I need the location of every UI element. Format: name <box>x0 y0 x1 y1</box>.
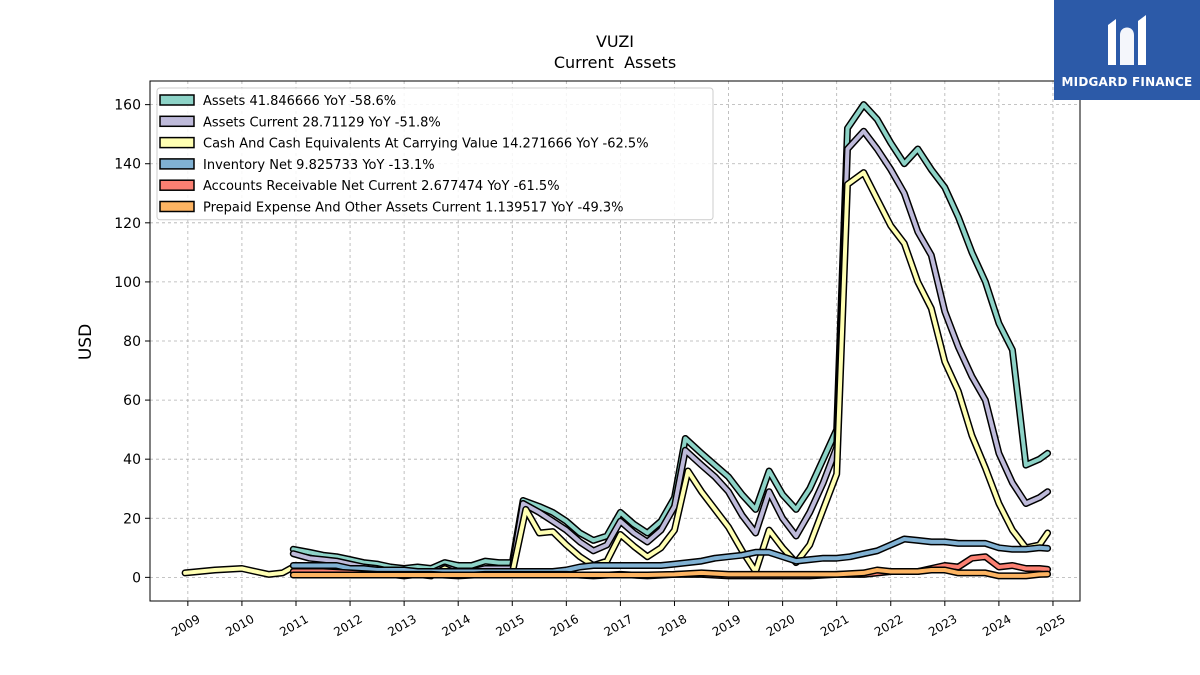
y-tick-label: 40 <box>123 452 141 468</box>
x-tick-label: 2021 <box>818 612 851 639</box>
x-tick-label: 2015 <box>494 612 527 639</box>
x-tick-label: 2022 <box>872 612 905 639</box>
x-tick-label: 2017 <box>602 612 635 639</box>
x-tick-label: 2024 <box>980 612 1013 639</box>
legend-entry: Assets 41.846666 YoY -58.6% <box>203 94 396 109</box>
legend-swatch <box>159 179 195 191</box>
legend-swatch <box>159 136 195 149</box>
legend-entry: Accounts Receivable Net Current 2.677474… <box>203 179 560 194</box>
y-tick-label: 120 <box>114 216 141 232</box>
y-axis-label: USD <box>76 324 96 360</box>
x-tick-label: 2014 <box>439 612 472 639</box>
y-tick-label: 160 <box>114 98 141 114</box>
x-tick-label: 2023 <box>926 612 959 639</box>
x-tick-label: 2019 <box>710 612 743 639</box>
legend-swatch <box>159 115 195 128</box>
legend-box <box>156 87 714 221</box>
y-tick-label: 60 <box>123 393 141 409</box>
x-tick-label: 2025 <box>1034 612 1067 639</box>
y-tick-label: 0 <box>132 570 141 586</box>
logo-text: MIDGARD FINANCE <box>1061 75 1193 89</box>
y-tick-label: 80 <box>123 334 141 350</box>
x-tick-label: 2013 <box>385 612 418 639</box>
y-tick-label: 100 <box>114 275 141 291</box>
series-line-6 <box>289 566 1052 580</box>
legend: Assets 41.846666 YoY -58.6% Assets Curren… <box>156 87 714 221</box>
x-tick-label: 2009 <box>169 612 202 639</box>
x-tick-label: 2018 <box>656 612 689 639</box>
y-tick-label: 140 <box>114 157 141 173</box>
legend-swatch <box>159 94 195 106</box>
legend-entry: Prepaid Expense And Other Assets Current… <box>203 201 624 216</box>
legend-entry: Assets Current 28.71129 YoY -51.8% <box>203 115 441 130</box>
midgard-finance-logo: MIDGARD FINANCE <box>1054 0 1200 100</box>
chart-title: VUZI <box>596 32 634 51</box>
x-tick-label: 2012 <box>331 612 364 639</box>
x-tick-label: 2020 <box>764 612 797 639</box>
x-tick-label: 2016 <box>548 612 581 639</box>
legend-entry: Cash And Cash Equivalents At Carrying Va… <box>203 137 649 152</box>
x-tick-label: 2010 <box>223 612 256 639</box>
legend-swatch <box>159 200 195 213</box>
midgard-logo-icon <box>1108 15 1146 65</box>
y-tick-label: 20 <box>123 511 141 527</box>
x-tick-label: 2011 <box>277 612 310 639</box>
chart-subtitle: Current Assets <box>554 53 676 72</box>
series-core <box>291 568 1050 578</box>
legend-swatch <box>159 158 195 170</box>
legend-entry: Inventory Net 9.825733 YoY -13.1% <box>203 158 435 173</box>
